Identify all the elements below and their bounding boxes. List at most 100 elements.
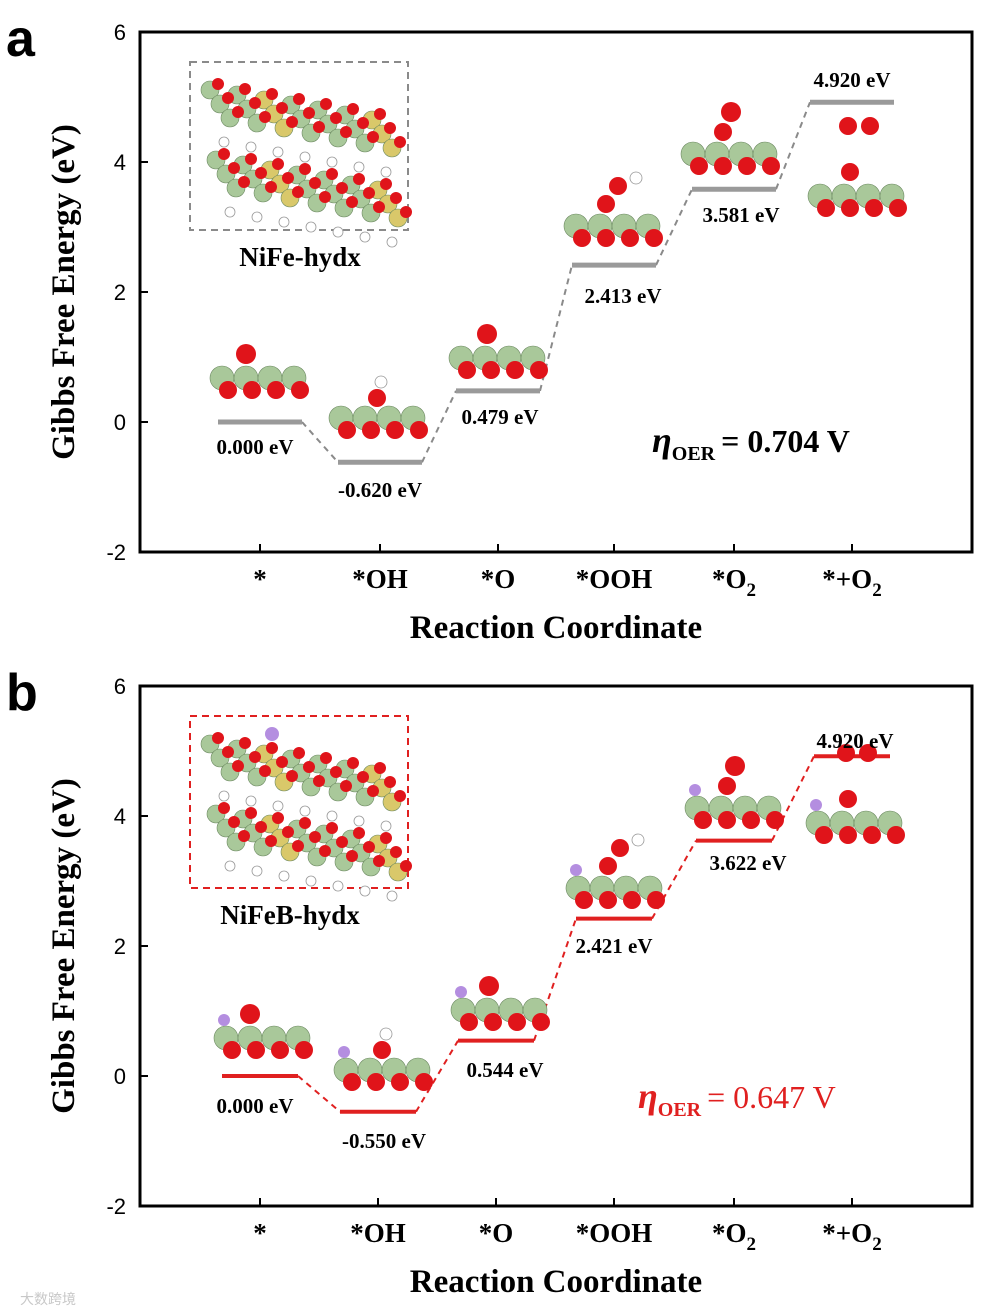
slab-oxygen-atom	[272, 158, 284, 170]
energy-labels-a: 0.000 eV -0.620 eV 0.479 eV 2.413 eV 3.581 e…	[217, 68, 891, 502]
energy-label: -0.620 eV	[338, 478, 422, 502]
y-tick-label: 0	[114, 1064, 126, 1089]
slab-oxygen-atom	[276, 102, 288, 114]
slab-oxygen-atom	[374, 762, 386, 774]
slab-oxygen-atom	[266, 742, 278, 754]
x-category-label: *+O2	[822, 1218, 881, 1255]
slab-oxygen-atom	[245, 153, 257, 165]
slab-oxygen-atom	[212, 732, 224, 744]
slab-hydrogen-atom	[272, 800, 284, 812]
slab-oxygen-atom	[319, 845, 331, 857]
slab-structure-a	[200, 78, 412, 248]
slab-oxygen-atom	[292, 840, 304, 852]
slab-oxygen-atom	[330, 766, 342, 778]
slab-oxygen-atom	[320, 752, 332, 764]
surface-oxygen-atom	[508, 1013, 526, 1031]
y-tick-label: 6	[114, 674, 126, 699]
energy-connector	[301, 421, 339, 463]
slab-oxygen-atom	[347, 103, 359, 115]
slab-oxygen-atom	[357, 117, 369, 129]
adsorbed-oxygen-atom	[839, 790, 857, 808]
overpotential-b: ηOER = 0.647 V	[638, 1076, 836, 1121]
surface-oxygen-atom	[343, 1073, 361, 1091]
x-category-main: *OH	[350, 1218, 406, 1248]
x-category-label: *	[253, 564, 267, 594]
x-categories-a: * *OH *O *OOH *O2 *+O2	[253, 544, 882, 601]
slab-oxygen-atom	[222, 92, 234, 104]
slab-oxygen-atom	[319, 191, 331, 203]
slab-oxygen-atom	[373, 855, 385, 867]
boron-atom	[689, 784, 701, 796]
slab-oxygen-atom	[309, 177, 321, 189]
surface-oxygen-atom	[694, 811, 712, 829]
surface-oxygen-atom	[573, 229, 591, 247]
boron-atom	[338, 1046, 350, 1058]
surface-oxygen-atom	[647, 891, 665, 909]
slab-oxygen-atom	[232, 760, 244, 772]
slab-hydrogen-atom	[272, 146, 284, 158]
eta-value-a: = 0.704 V	[721, 423, 850, 459]
x-category-main: *+O	[822, 1218, 872, 1248]
x-category-label: *O	[481, 564, 516, 594]
y-ticks-b: -2 0 2 4 6	[106, 674, 148, 1219]
slab-oxygen-atom	[390, 846, 402, 858]
slab-hydrogen-atom	[353, 161, 365, 173]
slab-oxygen-atom	[336, 836, 348, 848]
slab-oxygen-atom	[255, 167, 267, 179]
y-axis-label-a: Gibbs Free Energy (eV)	[46, 124, 82, 460]
slab-hydrogen-atom	[305, 875, 317, 887]
slab-hydrogen-atom	[332, 226, 344, 238]
x-category-label: *OH	[352, 564, 408, 594]
slab-oxygen-atom	[346, 850, 358, 862]
slab-oxygen-atom	[394, 790, 406, 802]
slab-oxygen-atom	[326, 168, 338, 180]
structure-caption-a: NiFe-hydx	[239, 242, 361, 272]
x-category-main: *	[253, 564, 267, 594]
slab-oxygen-atom	[272, 812, 284, 824]
slab-oxygen-atom	[212, 78, 224, 90]
adsorbed-oxygen-atom	[611, 839, 629, 857]
surface-oxygen-atom	[271, 1041, 289, 1059]
free-o2-oxygen-atom	[837, 744, 855, 762]
slab-oxygen-atom	[390, 192, 402, 204]
surface-oxygen-atom	[887, 826, 905, 844]
adsorbed-oxygen-atom	[236, 344, 256, 364]
adsorbed-oxygen-atom	[714, 123, 732, 141]
energy-label: -0.550 eV	[342, 1129, 426, 1153]
slab-oxygen-atom	[340, 126, 352, 138]
slab-oxygen-atom	[363, 187, 375, 199]
x-category-label: *OH	[350, 1218, 406, 1248]
slab-oxygen-atom	[239, 83, 251, 95]
slab-oxygen-atom	[282, 826, 294, 838]
slab-oxygen-atom	[238, 176, 250, 188]
structure-box-a	[189, 61, 409, 231]
surface-oxygen-atom	[766, 811, 784, 829]
adsorbed-hydrogen-atom	[629, 171, 643, 185]
slab-oxygen-atom	[374, 108, 386, 120]
slab-oxygen-atom	[293, 747, 305, 759]
slab-oxygen-atom	[255, 821, 267, 833]
slab-oxygen-atom	[400, 206, 412, 218]
energy-connector	[415, 1040, 459, 1113]
free-o2-oxygen-atom	[861, 117, 879, 135]
slab-hydrogen-atom	[380, 820, 392, 832]
boron-atom	[455, 986, 467, 998]
surface-oxygen-atom	[243, 381, 261, 399]
x-category-label: *OOH	[576, 564, 653, 594]
slab-hydrogen-atom	[380, 166, 392, 178]
slab-oxygen-atom	[276, 756, 288, 768]
slab-oxygen-atom	[309, 831, 321, 843]
slab-oxygen-atom	[218, 802, 230, 814]
y-tick-label: 2	[114, 280, 126, 305]
free-o2-oxygen-atom	[839, 117, 857, 135]
energy-connector	[655, 188, 693, 266]
slab-oxygen-atom	[384, 776, 396, 788]
slab-structure-b	[200, 727, 412, 902]
overpotential-a: ηOER = 0.704 V	[652, 420, 850, 465]
slab-oxygen-atom	[330, 112, 342, 124]
slab-hydrogen-atom	[245, 795, 257, 807]
surface-oxygen-atom	[223, 1041, 241, 1059]
slab-oxygen-atom	[249, 97, 261, 109]
slab-hydrogen-atom	[278, 870, 290, 882]
